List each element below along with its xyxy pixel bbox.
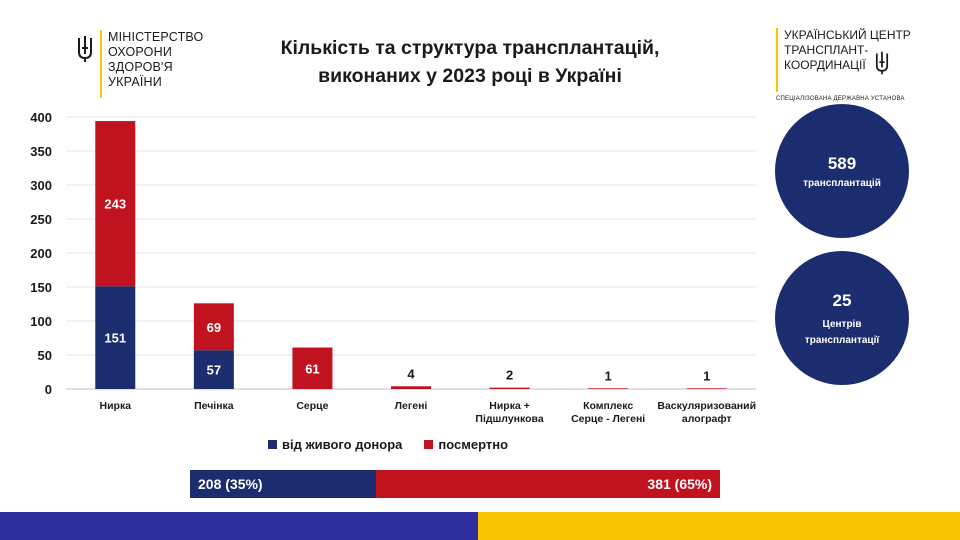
x-category-label: Серце: [296, 400, 328, 412]
x-category-label: Печінка: [194, 400, 234, 412]
centers-label-line2: трансплантації: [804, 335, 880, 346]
total-transplants-value: 589: [827, 154, 857, 173]
x-category-label: Комплекс: [583, 400, 633, 412]
transplant-center-logo: УКРАЇНСЬКИЙ ЦЕНТР ТРАНСПЛАНТ- КООРДИНАЦІ…: [776, 28, 926, 102]
legend-swatch-deceased: [424, 440, 434, 449]
ministry-name: МІНІСТЕРСТВО ОХОРОНИ ЗДОРОВ'Я УКРАЇНИ: [108, 30, 204, 89]
transplant-centers-circle: 25 Центрів трансплантації: [775, 251, 909, 385]
y-tick-label: 350: [30, 144, 52, 159]
bar-deceased: [588, 388, 629, 389]
footer-yellow-stripe: [478, 512, 960, 540]
legend-item-deceased: посмертно: [424, 437, 508, 452]
data-label-deceased: 243: [104, 197, 126, 212]
legend-label-deceased: посмертно: [438, 437, 509, 452]
legend-label-live: від живого донора: [282, 437, 403, 452]
bar-deceased: [391, 386, 431, 389]
legend-swatch-live: [268, 440, 277, 449]
bar-deceased: [489, 387, 530, 389]
data-label-deceased: 61: [305, 361, 319, 376]
y-tick-label: 50: [38, 348, 52, 363]
y-tick-label: 300: [30, 178, 52, 193]
ministry-logo: МІНІСТЕРСТВО ОХОРОНИ ЗДОРОВ'Я УКРАЇНИ: [76, 30, 203, 98]
center-name: УКРАЇНСЬКИЙ ЦЕНТР ТРАНСПЛАНТ- КООРДИНАЦІ…: [784, 28, 911, 72]
trident-icon: [78, 36, 92, 62]
bar-live: [193, 350, 234, 389]
bar-deceased: [193, 303, 234, 351]
data-label-deceased: 69: [207, 320, 221, 335]
trident-icon: [875, 51, 889, 75]
legend-item-live: від живого донора: [268, 437, 402, 452]
transplant-bar-chart: 0 50 100 150 200 250 300 350 400 151 243 Нирка 57 69 П…: [30, 110, 756, 425]
x-category-label: алографт: [682, 413, 732, 425]
centers-value: 25: [832, 291, 852, 310]
page-title: Кількість та структура трансплантацій, в…: [280, 37, 660, 87]
bar-live: [95, 286, 136, 389]
center-subtitle: СПЕЦІАЛІЗОВАНА ДЕРЖАВНА УСТАНОВА: [776, 96, 905, 102]
x-category-label: Нирка: [100, 400, 132, 412]
data-label-top: 1: [605, 368, 612, 383]
split-deceased-segment: 381 (65%): [376, 470, 720, 498]
total-transplants-circle: 589 трансплантацій: [775, 104, 909, 238]
x-category-label: Підшлункова: [475, 413, 543, 425]
bar-deceased: [686, 388, 727, 389]
split-live-segment: 208 (35%): [190, 470, 376, 498]
x-category-label: Васкуляризований: [657, 400, 756, 412]
center-logo-divider: [776, 28, 778, 92]
y-tick-label: 0: [45, 382, 52, 397]
x-category-label: Серце - Легені: [571, 413, 645, 425]
bar-deceased: [95, 121, 136, 287]
chart-legend: від живого донора посмертно: [268, 437, 530, 452]
centers-label-line1: Центрів: [822, 319, 862, 330]
data-label-top: 4: [407, 366, 415, 381]
x-category-label: Нирка +: [489, 400, 530, 412]
data-label-live: 151: [104, 331, 126, 346]
x-category-label: Легені: [395, 400, 428, 412]
y-tick-label: 100: [30, 314, 52, 329]
y-tick-label: 400: [30, 110, 52, 125]
bar-deceased: [292, 347, 333, 389]
total-transplants-label: трансплантацій: [803, 178, 881, 189]
data-label-top: 2: [506, 368, 513, 383]
ministry-logo-divider: [100, 30, 102, 98]
data-label-live: 57: [207, 363, 221, 378]
data-label-top: 1: [703, 368, 710, 383]
donor-split-bar: 208 (35%) 381 (65%): [190, 470, 720, 498]
footer-blue-stripe: [0, 512, 478, 540]
y-tick-label: 150: [30, 280, 52, 295]
y-tick-label: 200: [30, 246, 52, 261]
y-tick-label: 250: [30, 212, 52, 227]
